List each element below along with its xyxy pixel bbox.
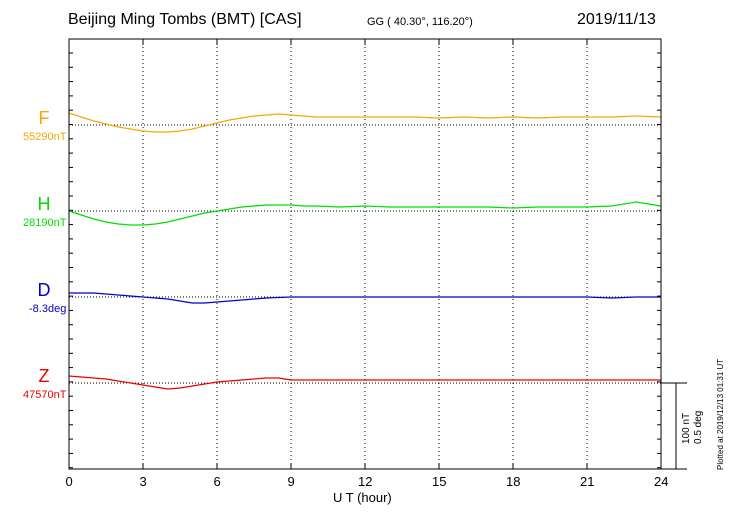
series-baseline-F: 55290nT — [23, 131, 67, 143]
series-name-Z: Z — [38, 366, 50, 386]
series-line-Z — [68, 375, 661, 390]
station-coordinates: GG ( 40.30°, 116.20°) — [367, 16, 473, 28]
x-tick-label-24: 24 — [654, 474, 669, 489]
series-name-H: H — [37, 194, 51, 214]
series-name-D: D — [37, 280, 51, 300]
series-layer — [68, 112, 662, 390]
x-tick-label-15: 15 — [432, 474, 447, 489]
x-tick-label-9: 9 — [287, 474, 295, 489]
plotted-timestamp: Plotted at 2019/12/13 01:31 UT — [716, 358, 725, 470]
grid-layer — [142, 39, 588, 469]
scale-label-deg: 0.5 deg — [693, 410, 704, 444]
x-tick-label-18: 18 — [506, 474, 521, 489]
series-baseline-D: -8.3deg — [29, 303, 67, 315]
series-name-F: F — [38, 108, 50, 128]
date-label: 2019/11/13 — [577, 11, 656, 28]
series-line-H — [68, 201, 662, 226]
x-tick-label-6: 6 — [213, 474, 221, 489]
x-tick-label-3: 3 — [139, 474, 147, 489]
x-axis-label: U T (hour) — [333, 490, 392, 505]
station-title: Beijing Ming Tombs (BMT) [CAS] — [68, 11, 302, 28]
x-ticks — [68, 39, 662, 469]
x-tick-label-0: 0 — [65, 474, 73, 489]
x-tick-label-21: 21 — [580, 474, 595, 489]
scale-bar — [661, 382, 687, 470]
series-line-F — [68, 112, 662, 133]
scale-label-nt: 100 nT — [681, 412, 692, 444]
series-baseline-Z: 47570nT — [23, 389, 67, 401]
x-tick-label-12: 12 — [358, 474, 373, 489]
series-line-D — [69, 292, 661, 304]
series-baseline-H: 28190nT — [23, 217, 67, 229]
